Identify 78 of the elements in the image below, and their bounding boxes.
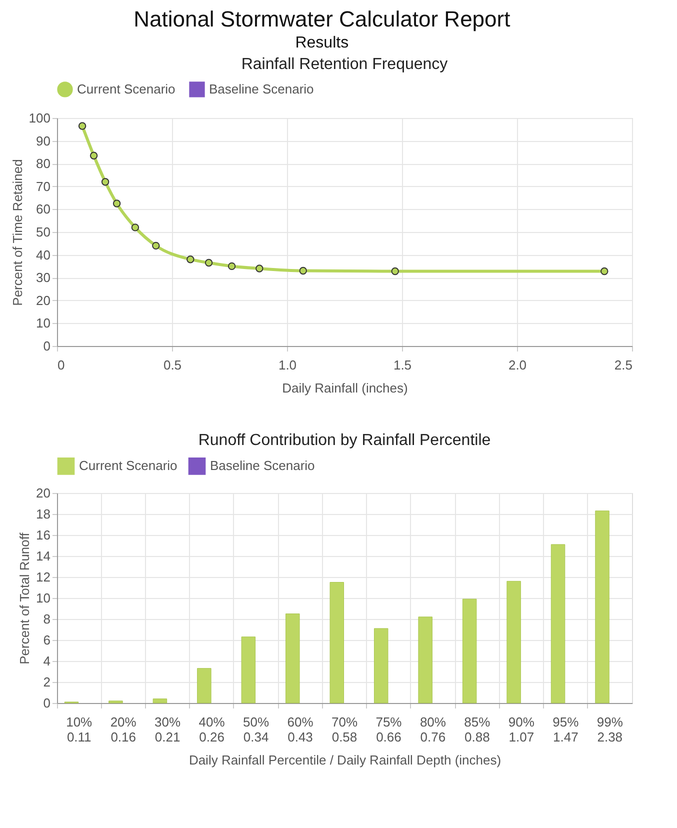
y-tick-label: 40: [36, 247, 50, 262]
legend-label: Current Scenario: [79, 458, 178, 474]
point: [186, 256, 194, 264]
y-tick-label: 50: [36, 224, 50, 240]
bar: [197, 668, 212, 704]
bar: [550, 544, 566, 704]
text: Results: [295, 34, 349, 52]
point: [228, 262, 236, 270]
legend-label: Baseline Scenario: [210, 458, 315, 474]
x-tick-label: 2.0: [508, 358, 527, 372]
x-tick-label: 99% 2.38: [596, 714, 624, 744]
point: [131, 224, 140, 232]
y-tick-label: 90: [36, 133, 50, 148]
x-tick-label: 60% 0.43: [287, 714, 314, 744]
y-tick-label: 2: [43, 674, 50, 690]
y-tick-label: 14: [36, 548, 50, 564]
point: [90, 152, 98, 160]
x-tick-label: 1.0: [278, 358, 297, 372]
legend-label: Baseline Scenario: [209, 81, 314, 96]
point: [204, 258, 213, 267]
x-tick-label: 95% 1.47: [552, 714, 580, 744]
bar: [108, 700, 123, 704]
y-tick-label: 8: [43, 612, 50, 626]
bar: [418, 616, 432, 704]
x-tick-label: 0: [58, 358, 65, 372]
point: [101, 178, 110, 186]
y-tick-label: 6: [43, 632, 50, 648]
bar: [330, 582, 344, 704]
x-tick-label: 10% 0.11: [66, 714, 93, 744]
x-tick-label: 85% 0.88: [464, 714, 491, 744]
x-axis-title: Daily Rainfall (inches): [282, 380, 408, 396]
y-axis-title: Percent of Total Runoff: [17, 532, 32, 664]
point: [299, 266, 307, 275]
bar: [506, 580, 521, 704]
y-tick-label: 80: [36, 156, 50, 172]
y-tick-label: 18: [36, 506, 50, 522]
bar: [595, 510, 610, 704]
y-tick-label: 16: [36, 528, 50, 542]
x-axis-title: Daily Rainfall Percentile / Daily Rainfall Depth (inches): [188, 752, 502, 768]
point: [256, 264, 264, 272]
x-tick-label: 80% 0.76: [420, 714, 446, 744]
point: [600, 267, 608, 276]
y-tick-label: 20: [36, 292, 50, 308]
bar: [241, 636, 256, 704]
y-tick-label: 0: [43, 338, 50, 354]
y-tick-label: 12: [36, 570, 50, 584]
bar: [152, 698, 168, 704]
chart-title: Rainfall Retention Frequency: [241, 56, 448, 73]
bar: [462, 598, 477, 704]
y-tick-label: 100: [28, 110, 50, 126]
x-tick-label: 30% 0.21: [154, 714, 182, 744]
y-tick-label: 10: [36, 590, 50, 606]
y-tick-label: 30: [36, 270, 50, 286]
x-tick-label: 70% 0.58: [331, 714, 358, 744]
x-tick-label: 50% 0.34: [243, 714, 270, 744]
y-tick-label: 4: [43, 654, 50, 668]
y-tick-label: 70: [36, 178, 50, 194]
point: [391, 267, 399, 276]
y-tick-label: 20: [36, 486, 50, 500]
point: [78, 122, 86, 130]
y-tick-label: 10: [36, 316, 50, 331]
text: National Stormwater Calculator Report: [134, 6, 510, 32]
y-tick-label: 60: [36, 202, 50, 217]
point: [112, 200, 121, 208]
x-tick-label: 0.5: [163, 358, 182, 372]
x-tick-label: 75% 0.66: [376, 714, 402, 744]
point: [152, 242, 160, 250]
y-tick-label: 0: [43, 696, 50, 710]
bar: [374, 628, 388, 704]
x-tick-label: 90% 1.07: [508, 714, 535, 744]
legend-label: Current Scenario: [77, 81, 176, 96]
x-tick-label: 20% 0.16: [110, 714, 137, 744]
y-axis-title: Percent of Time Retained: [10, 159, 25, 306]
bar: [286, 614, 300, 704]
x-tick-label: 40% 0.26: [198, 714, 226, 744]
chart-title: Runoff Contribution by Rainfall Percentile: [198, 432, 491, 449]
x-tick-label: 2.5: [614, 358, 632, 372]
x-tick-label: 1.5: [393, 358, 412, 372]
